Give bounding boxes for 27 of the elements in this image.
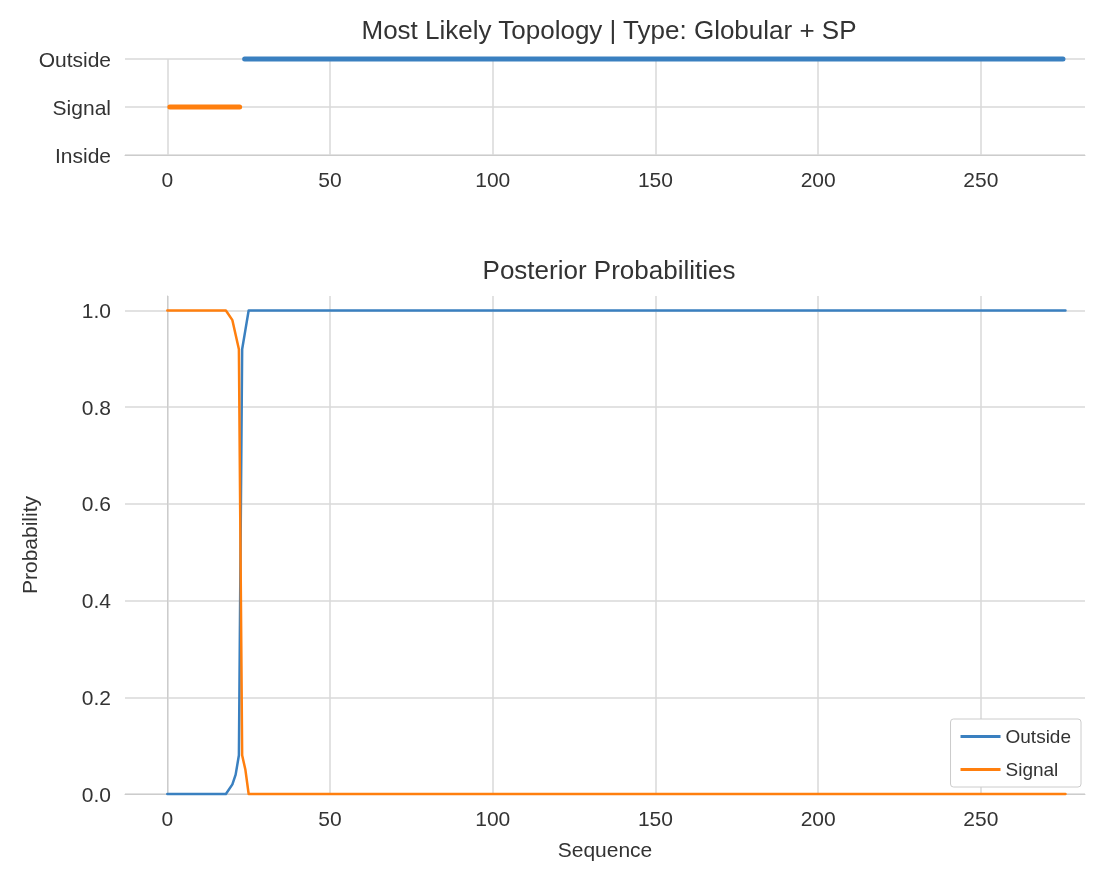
y-tick-label: 0.6 bbox=[81, 492, 111, 516]
y-axis-title: Probability bbox=[18, 495, 41, 595]
x-tick-label: 100 bbox=[475, 168, 511, 191]
x-tick-label: 150 bbox=[637, 168, 673, 191]
x-tick-label: 0 bbox=[161, 168, 174, 191]
y-tick-label: 0.0 bbox=[81, 782, 111, 806]
legend-label: Signal bbox=[1005, 759, 1059, 780]
chart-title: Posterior Probabilities bbox=[482, 255, 736, 285]
x-tick-label: 50 bbox=[318, 807, 342, 830]
legend-label: Outside bbox=[1005, 726, 1071, 747]
y-tick-label: Outside bbox=[38, 47, 111, 71]
y-tick-label: 1.0 bbox=[81, 299, 111, 322]
x-tick-label: 0 bbox=[161, 807, 174, 830]
x-tick-label: 250 bbox=[963, 168, 999, 191]
x-tick-label: 100 bbox=[475, 807, 511, 830]
y-tick-label: 0.8 bbox=[81, 395, 111, 419]
y-tick-label: Signal bbox=[52, 95, 111, 119]
y-tick-label: 0.4 bbox=[81, 589, 112, 613]
y-tick-label: Inside bbox=[54, 143, 111, 167]
x-tick-label: 200 bbox=[800, 168, 836, 191]
chart-title: Most Likely Topology | Type: Globular + SP bbox=[361, 15, 857, 45]
x-tick-label: 250 bbox=[963, 807, 999, 830]
y-tick-label: 0.2 bbox=[81, 685, 111, 709]
x-axis-title: Sequence bbox=[557, 838, 653, 861]
x-tick-label: 50 bbox=[318, 168, 342, 191]
x-tick-label: 200 bbox=[800, 807, 836, 830]
x-tick-label: 150 bbox=[637, 807, 673, 830]
